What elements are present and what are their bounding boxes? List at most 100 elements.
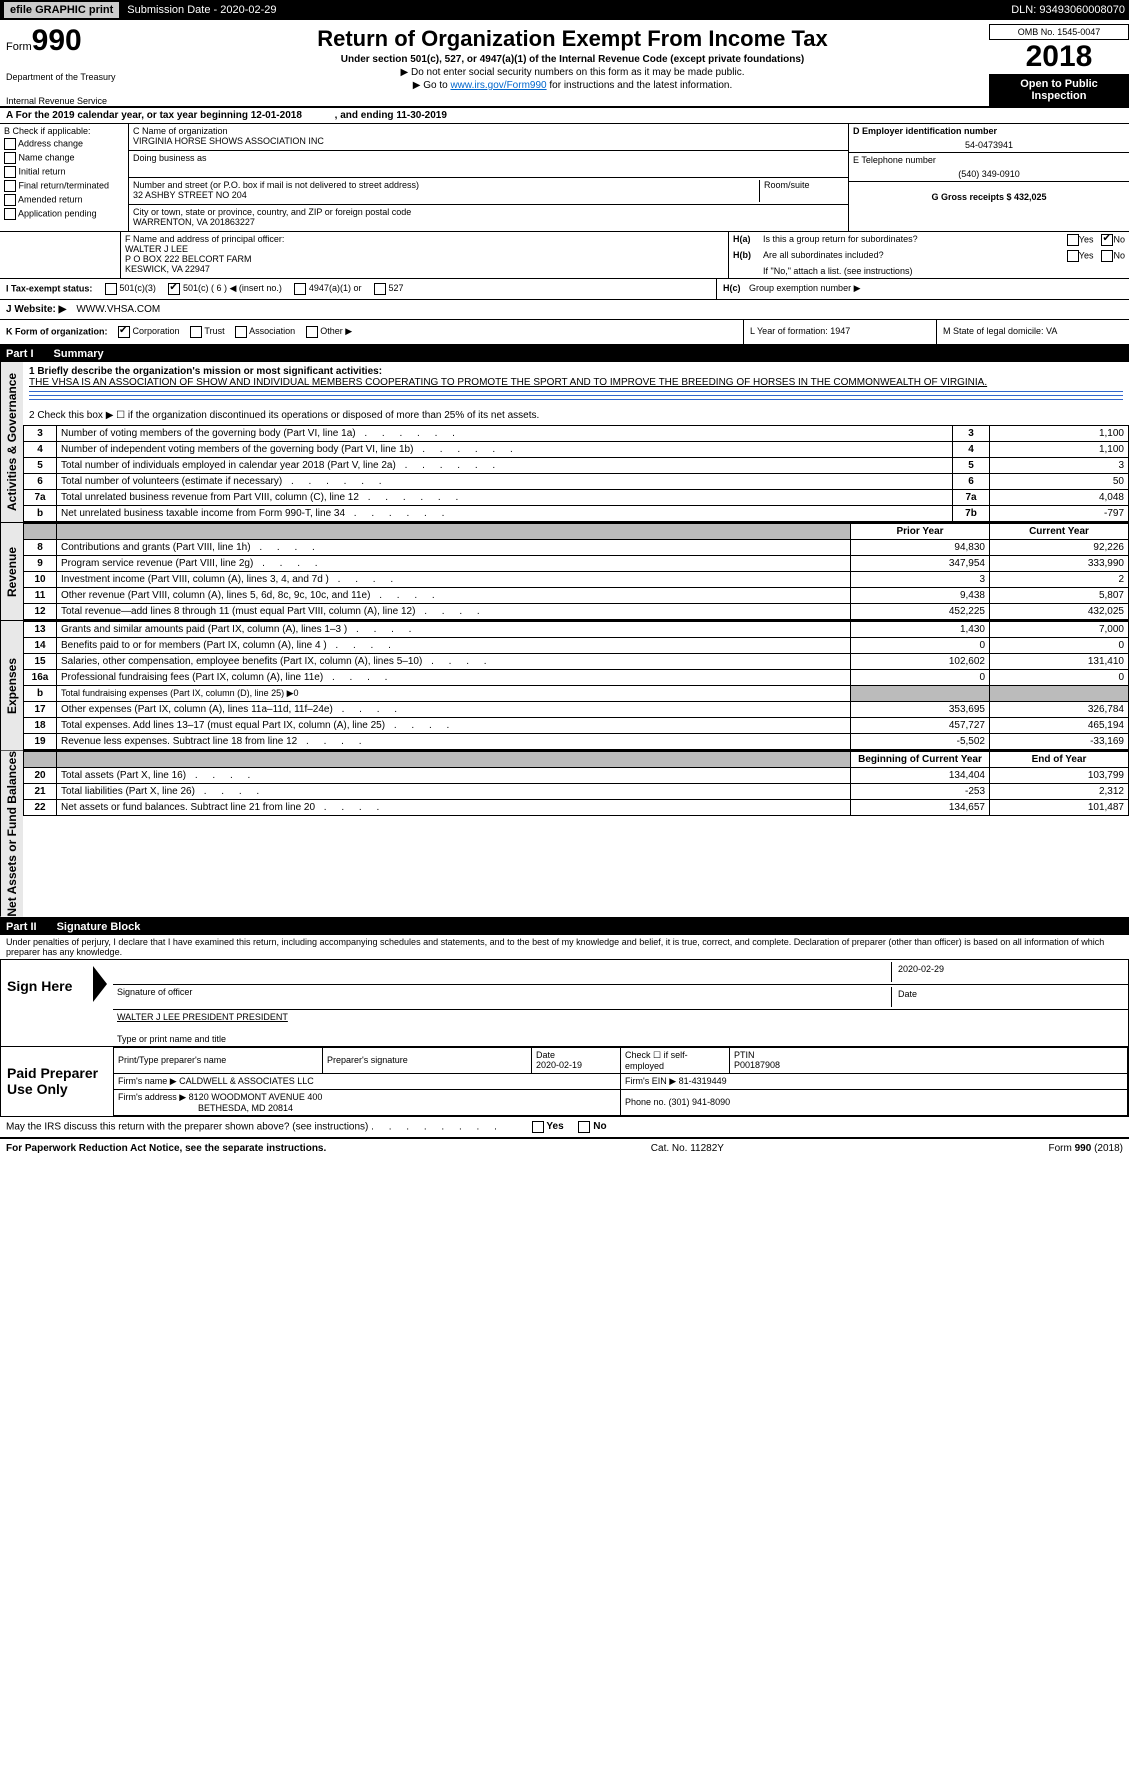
- discuss-yes[interactable]: Yes: [532, 1121, 564, 1132]
- table-row: 6 Total number of volunteers (estimate i…: [24, 474, 1129, 490]
- hb-note: If "No," attach a list. (see instruction…: [729, 264, 1129, 278]
- efile-button[interactable]: efile GRAPHIC print: [4, 2, 119, 18]
- table-row: 7a Total unrelated business revenue from…: [24, 490, 1129, 506]
- check-amended[interactable]: Amended return: [4, 194, 124, 206]
- ein-value: 54-0473941: [853, 140, 1125, 150]
- omb-number: OMB No. 1545-0047: [989, 24, 1129, 40]
- form-number: 990: [32, 24, 82, 57]
- irs-label: Internal Revenue Service: [6, 96, 156, 106]
- footer-mid: Cat. No. 11282Y: [651, 1143, 724, 1154]
- firm-phone: Phone no. (301) 941-8090: [621, 1089, 1128, 1115]
- line-a-label: A For the 2019 calendar year, or tax yea…: [6, 110, 302, 121]
- perjury-text: Under penalties of perjury, I declare th…: [0, 935, 1129, 959]
- firm-addr2: BETHESDA, MD 20814: [198, 1103, 293, 1113]
- table-row: 5 Total number of individuals employed i…: [24, 458, 1129, 474]
- year-formation: L Year of formation: 1947: [743, 320, 936, 344]
- revenue-section: Revenue Prior Year Current Year 8 Contri…: [0, 523, 1129, 621]
- revenue-table: Prior Year Current Year 8 Contributions …: [23, 523, 1129, 620]
- org-other[interactable]: Other ▶: [306, 326, 352, 336]
- form-title: Return of Organization Exempt From Incom…: [156, 26, 989, 52]
- addr-label: Number and street (or P.O. box if mail i…: [133, 180, 759, 190]
- part2-bar: Part II Signature Block: [0, 919, 1129, 935]
- hb-yes[interactable]: Yes: [1067, 250, 1094, 262]
- governance-section: Activities & Governance 1 Briefly descri…: [0, 362, 1129, 523]
- form-number-block: Form990 Department of the Treasury Inter…: [0, 24, 156, 106]
- tax-exempt-label: I Tax-exempt status:: [6, 283, 92, 293]
- org-assoc[interactable]: Association: [235, 326, 295, 336]
- prep-date-hdr: Date: [536, 1050, 555, 1060]
- discuss-no[interactable]: No: [578, 1121, 606, 1132]
- row-k: K Form of organization: Corporation Trus…: [0, 320, 1129, 346]
- dba-label: Doing business as: [133, 153, 844, 163]
- org-corp[interactable]: Corporation: [118, 326, 180, 336]
- officer-name: WALTER J LEE: [125, 244, 724, 254]
- phone-label: E Telephone number: [853, 155, 1125, 165]
- ha-text: Is this a group return for subordinates?: [763, 234, 1067, 246]
- sign-block: Sign Here 2020-02-29 Signature of office…: [0, 959, 1129, 1047]
- org-info-block: B Check if applicable: Address change Na…: [0, 124, 1129, 232]
- check-address-change[interactable]: Address change: [4, 138, 124, 150]
- table-row: 17Other expenses (Part IX, column (A), l…: [24, 702, 1129, 718]
- net-label: Net Assets or Fund Balances: [0, 751, 23, 917]
- table-row: 18Total expenses. Add lines 13–17 (must …: [24, 718, 1129, 734]
- opt-527[interactable]: 527: [374, 283, 404, 293]
- ssn-warning: ▶ Do not enter social security numbers o…: [156, 67, 989, 78]
- table-row: 13Grants and similar amounts paid (Part …: [24, 622, 1129, 638]
- part1-bar: Part I Summary: [0, 346, 1129, 362]
- hb-no[interactable]: No: [1101, 250, 1125, 262]
- table-row: 21 Total liabilities (Part X, line 26) .…: [24, 784, 1129, 800]
- check-pending[interactable]: Application pending: [4, 208, 124, 220]
- org-name-label: C Name of organization: [133, 126, 844, 136]
- ha-label: H(a): [733, 234, 763, 246]
- table-row: 3 Number of voting members of the govern…: [24, 426, 1129, 442]
- check-final-return[interactable]: Final return/terminated: [4, 180, 124, 192]
- table-row: 22 Net assets or fund balances. Subtract…: [24, 800, 1129, 816]
- col-h: H(a) Is this a group return for subordin…: [729, 232, 1129, 278]
- part1-title: Summary: [54, 348, 104, 360]
- website-instruction: ▶ Go to www.irs.gov/Form990 for instruct…: [156, 80, 989, 91]
- gross-receipts: G Gross receipts $ 432,025: [931, 192, 1046, 202]
- hc-label: H(c): [723, 283, 741, 293]
- officer-addr1: P O BOX 222 BELCORT FARM: [125, 254, 724, 264]
- row-i: I Tax-exempt status: 501(c)(3) 501(c) ( …: [0, 279, 1129, 300]
- table-row: 12 Total revenue—add lines 8 through 11 …: [24, 604, 1129, 620]
- ha-yes[interactable]: Yes: [1067, 234, 1094, 246]
- ptin-val: P00187908: [734, 1060, 780, 1070]
- irs-link[interactable]: www.irs.gov/Form990: [450, 80, 546, 91]
- prep-name-hdr: Print/Type preparer's name: [114, 1047, 323, 1073]
- prep-selfemp[interactable]: Check ☐ if self-employed: [621, 1047, 730, 1073]
- org-city: WARRENTON, VA 201863227: [133, 217, 844, 227]
- net-section: Net Assets or Fund Balances Beginning of…: [0, 751, 1129, 919]
- org-address: 32 ASHBY STREET NO 204: [133, 190, 759, 200]
- firm-addr1: 8120 WOODMONT AVENUE 400: [189, 1092, 323, 1102]
- firm-ein: Firm's EIN ▶ 81-4319449: [621, 1073, 1128, 1089]
- opt-501c[interactable]: 501(c) ( 6 ) ◀ (insert no.): [168, 283, 281, 293]
- table-row: 14Benefits paid to or for members (Part …: [24, 638, 1129, 654]
- governance-label: Activities & Governance: [0, 362, 23, 522]
- room-label: Room/suite: [764, 180, 844, 190]
- hc-text: Group exemption number ▶: [749, 283, 860, 293]
- table-row: 11 Other revenue (Part VIII, column (A),…: [24, 588, 1129, 604]
- check-initial-return[interactable]: Initial return: [4, 166, 124, 178]
- table-row: 16aProfessional fundraising fees (Part I…: [24, 670, 1129, 686]
- prep-sig-hdr: Preparer's signature: [323, 1047, 532, 1073]
- table-header: Beginning of Current Year End of Year: [24, 752, 1129, 768]
- expense-label: Expenses: [0, 621, 23, 750]
- sign-arrow-icon: [93, 966, 107, 1002]
- instr-post: for instructions and the latest informat…: [547, 80, 733, 91]
- title-block: Return of Organization Exempt From Incom…: [156, 24, 989, 93]
- year-block: OMB No. 1545-0047 2018 Open to Public In…: [989, 24, 1129, 106]
- firm-name: CALDWELL & ASSOCIATES LLC: [179, 1076, 314, 1086]
- ha-no[interactable]: No: [1101, 234, 1125, 246]
- preparer-table: Print/Type preparer's name Preparer's si…: [113, 1047, 1128, 1116]
- table-row: bTotal fundraising expenses (Part IX, co…: [24, 686, 1129, 702]
- opt-4947[interactable]: 4947(a)(1) or: [294, 283, 361, 293]
- open-public: Open to Public Inspection: [989, 74, 1129, 106]
- footer-right: Form 990 (2018): [1049, 1143, 1123, 1154]
- org-trust[interactable]: Trust: [190, 326, 225, 336]
- check-name-change[interactable]: Name change: [4, 152, 124, 164]
- table-row: 9 Program service revenue (Part VIII, li…: [24, 556, 1129, 572]
- opt-501c3[interactable]: 501(c)(3): [105, 283, 156, 293]
- phone-value: (540) 349-0910: [853, 169, 1125, 179]
- sign-date: 2020-02-29: [891, 962, 1124, 982]
